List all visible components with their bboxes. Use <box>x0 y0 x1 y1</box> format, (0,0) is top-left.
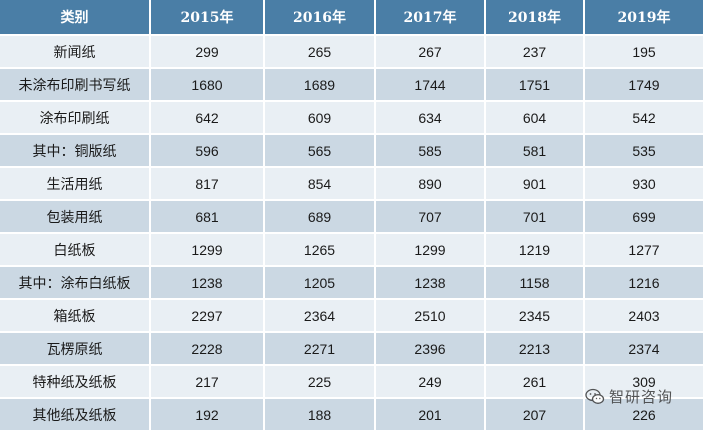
cell-value: 2345 <box>485 299 585 333</box>
cell-value: 642 <box>150 101 265 135</box>
cell-value: 930 <box>584 167 703 201</box>
cell-value: 1216 <box>584 266 703 300</box>
cell-value: 1744 <box>375 68 486 102</box>
cell-value: 701 <box>485 200 585 234</box>
header-year-2015: 2015年 <box>150 0 265 36</box>
cell-value: 201 <box>375 398 486 432</box>
row-label: 箱纸板 <box>0 299 151 333</box>
table-row: 其他纸及纸板 192 188 201 207 226 <box>0 398 703 432</box>
cell-value: 1158 <box>485 266 585 300</box>
table-header-row: 类别 2015年 2016年 2017年 2018年 2019年 <box>0 0 703 36</box>
header-year-2018: 2018年 <box>485 0 585 36</box>
table-row: 新闻纸 299 265 267 237 195 <box>0 35 703 69</box>
cell-value: 634 <box>375 101 486 135</box>
cell-value: 192 <box>150 398 265 432</box>
table-row: 箱纸板 2297 2364 2510 2345 2403 <box>0 299 703 333</box>
cell-value: 1238 <box>150 266 265 300</box>
watermark: 智研咨询 <box>585 386 673 407</box>
row-label: 其中：涂布白纸板 <box>0 266 151 300</box>
cell-value: 2374 <box>584 332 703 366</box>
row-label: 包装用纸 <box>0 200 151 234</box>
row-label: 白纸板 <box>0 233 151 267</box>
cell-value: 225 <box>264 365 376 399</box>
cell-value: 901 <box>485 167 585 201</box>
cell-value: 1299 <box>375 233 486 267</box>
cell-value: 2297 <box>150 299 265 333</box>
cell-value: 854 <box>264 167 376 201</box>
cell-value: 207 <box>485 398 585 432</box>
cell-value: 1299 <box>150 233 265 267</box>
wechat-icon <box>585 388 605 406</box>
cell-value: 1689 <box>264 68 376 102</box>
header-year-2016: 2016年 <box>264 0 376 36</box>
cell-value: 890 <box>375 167 486 201</box>
cell-value: 542 <box>584 101 703 135</box>
cell-value: 217 <box>150 365 265 399</box>
table-row: 特种纸及纸板 217 225 249 261 309 <box>0 365 703 399</box>
cell-value: 267 <box>375 35 486 69</box>
cell-value: 1680 <box>150 68 265 102</box>
cell-value: 689 <box>264 200 376 234</box>
cell-value: 1219 <box>485 233 585 267</box>
cell-value: 681 <box>150 200 265 234</box>
table-row: 其中：涂布白纸板 1238 1205 1238 1158 1216 <box>0 266 703 300</box>
row-label: 特种纸及纸板 <box>0 365 151 399</box>
cell-value: 226 <box>584 398 703 432</box>
row-label: 其中：铜版纸 <box>0 134 151 168</box>
table-row: 涂布印刷纸 642 609 634 604 542 <box>0 101 703 135</box>
table-row: 生活用纸 817 854 890 901 930 <box>0 167 703 201</box>
row-label: 生活用纸 <box>0 167 151 201</box>
cell-value: 2213 <box>485 332 585 366</box>
row-label: 未涂布印刷书写纸 <box>0 68 151 102</box>
cell-value: 265 <box>264 35 376 69</box>
cell-value: 1205 <box>264 266 376 300</box>
cell-value: 596 <box>150 134 265 168</box>
header-category: 类别 <box>0 0 151 36</box>
cell-value: 535 <box>584 134 703 168</box>
cell-value: 237 <box>485 35 585 69</box>
row-label: 涂布印刷纸 <box>0 101 151 135</box>
cell-value: 249 <box>375 365 486 399</box>
cell-value: 707 <box>375 200 486 234</box>
row-label: 新闻纸 <box>0 35 151 69</box>
cell-value: 604 <box>485 101 585 135</box>
cell-value: 1277 <box>584 233 703 267</box>
cell-value: 585 <box>375 134 486 168</box>
cell-value: 581 <box>485 134 585 168</box>
cell-value: 1265 <box>264 233 376 267</box>
cell-value: 2364 <box>264 299 376 333</box>
table-row: 瓦楞原纸 2228 2271 2396 2213 2374 <box>0 332 703 366</box>
table-row: 未涂布印刷书写纸 1680 1689 1744 1751 1749 <box>0 68 703 102</box>
header-year-2019: 2019年 <box>584 0 703 36</box>
cell-value: 195 <box>584 35 703 69</box>
cell-value: 2396 <box>375 332 486 366</box>
cell-value: 2271 <box>264 332 376 366</box>
row-label: 瓦楞原纸 <box>0 332 151 366</box>
cell-value: 1751 <box>485 68 585 102</box>
cell-value: 817 <box>150 167 265 201</box>
table-row: 白纸板 1299 1265 1299 1219 1277 <box>0 233 703 267</box>
table-row: 包装用纸 681 689 707 701 699 <box>0 200 703 234</box>
cell-value: 188 <box>264 398 376 432</box>
cell-value: 1238 <box>375 266 486 300</box>
watermark-text: 智研咨询 <box>609 388 674 406</box>
cell-value: 261 <box>485 365 585 399</box>
cell-value: 699 <box>584 200 703 234</box>
cell-value: 2403 <box>584 299 703 333</box>
cell-value: 2510 <box>375 299 486 333</box>
cell-value: 309 <box>584 365 703 399</box>
cell-value: 565 <box>264 134 376 168</box>
row-label: 其他纸及纸板 <box>0 398 151 432</box>
cell-value: 299 <box>150 35 265 69</box>
header-year-2017: 2017年 <box>375 0 486 36</box>
cell-value: 609 <box>264 101 376 135</box>
cell-value: 2228 <box>150 332 265 366</box>
table-row: 其中：铜版纸 596 565 585 581 535 <box>0 134 703 168</box>
cell-value: 1749 <box>584 68 703 102</box>
